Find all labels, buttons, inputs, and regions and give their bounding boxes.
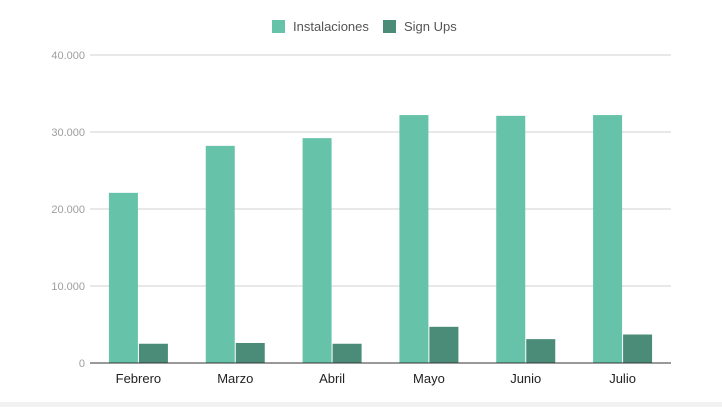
y-tick-label: 20.000 bbox=[51, 204, 85, 216]
legend-label-signups: Sign Ups bbox=[404, 19, 457, 34]
bar-signups bbox=[526, 339, 556, 363]
x-tick-label: Julio bbox=[609, 371, 636, 386]
x-tick-label: Febrero bbox=[116, 371, 162, 386]
x-axis-ticks: Febrero Marzo Abril Mayo Junio Julio bbox=[116, 371, 636, 386]
y-tick-label: 10.000 bbox=[51, 281, 85, 293]
bar-signups bbox=[138, 343, 168, 363]
bar-signups bbox=[235, 342, 265, 363]
legend-swatch-instalaciones bbox=[272, 20, 285, 33]
bar-instalaciones bbox=[302, 138, 332, 363]
bar-instalaciones bbox=[496, 115, 526, 363]
x-tick-label: Abril bbox=[319, 371, 345, 386]
bar-instalaciones bbox=[593, 115, 623, 363]
bottom-strip bbox=[0, 402, 722, 407]
legend: Instalaciones Sign Ups bbox=[272, 19, 457, 34]
x-tick-label: Mayo bbox=[413, 371, 445, 386]
bar-signups bbox=[429, 326, 459, 363]
x-tick-label: Marzo bbox=[217, 371, 253, 386]
y-axis-ticks: 0 10.000 20.000 30.000 40.000 bbox=[51, 50, 85, 370]
y-tick-label: 40.000 bbox=[51, 50, 85, 62]
grid-lines bbox=[90, 54, 671, 287]
legend-label-instalaciones: Instalaciones bbox=[293, 19, 369, 34]
bar-instalaciones bbox=[108, 192, 138, 363]
y-tick-label: 0 bbox=[79, 358, 85, 370]
legend-swatch-signups bbox=[383, 20, 396, 33]
bars bbox=[108, 115, 653, 363]
y-tick-label: 30.000 bbox=[51, 127, 85, 139]
bar-signups bbox=[623, 334, 653, 363]
bar-signups bbox=[332, 343, 362, 363]
bar-instalaciones bbox=[399, 115, 429, 363]
x-tick-label: Junio bbox=[510, 371, 541, 386]
bar-instalaciones bbox=[205, 145, 235, 363]
